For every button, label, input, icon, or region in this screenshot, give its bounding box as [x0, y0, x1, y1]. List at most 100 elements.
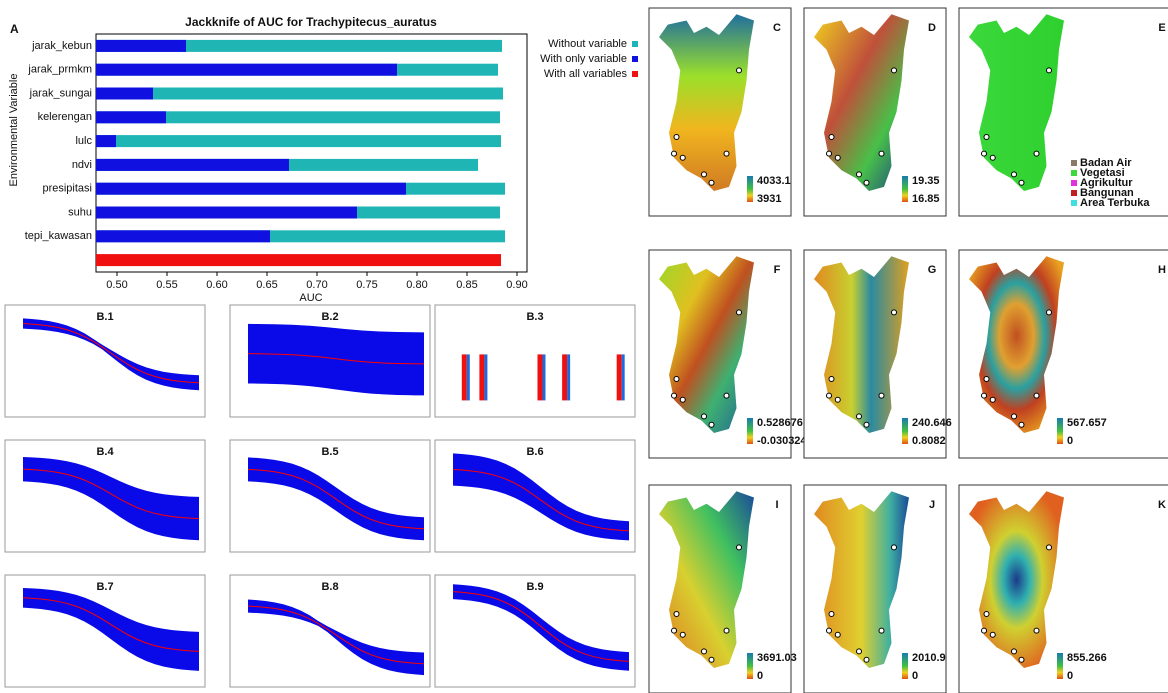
occurrence-point — [680, 397, 685, 402]
x-axis-title: AUC — [299, 292, 322, 304]
x-tick-label: 0.60 — [206, 279, 227, 291]
occurrence-point — [709, 422, 714, 427]
occurrence-point — [879, 151, 884, 156]
bar — [96, 254, 501, 266]
class-swatch — [1071, 200, 1077, 206]
occurrence-point — [1012, 649, 1017, 654]
y-tick-label: suhu — [68, 206, 92, 218]
panel-label: B.7 — [96, 581, 113, 593]
legend-bar — [747, 418, 753, 444]
legend-bar — [1057, 653, 1063, 679]
occurrence-point — [1012, 414, 1017, 419]
occurrence-point — [835, 155, 840, 160]
legend-min: 0.8082 — [912, 435, 946, 447]
legend-min: 0 — [757, 670, 763, 682]
legend-swatch — [632, 41, 638, 47]
occurrence-point — [864, 180, 869, 185]
legend-max: 19.35 — [912, 175, 940, 187]
y-tick-label: kelerengan — [38, 111, 92, 123]
occurrence-point — [1012, 172, 1017, 177]
x-tick-label: 0.55 — [156, 279, 177, 291]
class-swatch — [1071, 180, 1077, 186]
occurrence-point — [879, 628, 884, 633]
occurrence-point — [864, 657, 869, 662]
occurrence-point — [709, 657, 714, 662]
map-label: J — [929, 499, 935, 511]
occurrence-point — [1047, 310, 1052, 315]
occurrence-point — [737, 68, 742, 73]
occurrence-point — [990, 632, 995, 637]
occurrence-point — [829, 376, 834, 381]
cat-bar — [462, 354, 467, 400]
x-tick-label: 0.50 — [106, 279, 127, 291]
occurrence-point — [857, 414, 862, 419]
panel-label: B.9 — [526, 581, 543, 593]
chart-title: Jackknife of AUC for Trachypitecus_aurat… — [185, 15, 437, 29]
figure: A Jackknife of AUC for Trachypitecus_aur… — [0, 0, 1168, 693]
occurrence-point — [835, 632, 840, 637]
occurrence-point — [857, 649, 862, 654]
occurrence-point — [827, 628, 832, 633]
legend-max: 4033.1 — [757, 175, 791, 187]
legend-bar — [747, 176, 753, 202]
occurrence-point — [990, 397, 995, 402]
legend-min: 0 — [1067, 435, 1073, 447]
panel-label: B.4 — [96, 446, 114, 458]
bar — [96, 230, 270, 242]
occurrence-point — [1019, 422, 1024, 427]
jackknife-chart: A Jackknife of AUC for Trachypitecus_aur… — [8, 15, 638, 304]
x-tick-label: 0.70 — [306, 279, 327, 291]
cat-bar — [537, 354, 542, 400]
legend-max: 3691.03 — [757, 652, 797, 664]
bar — [96, 64, 397, 76]
map-label: H — [1158, 264, 1166, 276]
class-swatch — [1071, 190, 1077, 196]
cat-bar — [617, 354, 622, 400]
occurrence-point — [1019, 180, 1024, 185]
legend-max: 2010.9 — [912, 652, 946, 664]
cat-bar — [467, 354, 470, 400]
map-label: E — [1158, 22, 1165, 34]
legend-label: Without variable — [548, 38, 627, 50]
occurrence-point — [984, 376, 989, 381]
legend-min: 3931 — [757, 193, 781, 205]
cat-bar — [567, 354, 570, 400]
legend-bar — [1057, 418, 1063, 444]
legend-label: With all variables — [544, 68, 628, 80]
legend-bar — [902, 418, 908, 444]
map-label: G — [928, 264, 937, 276]
occurrence-point — [984, 611, 989, 616]
occurrence-point — [724, 393, 729, 398]
occurrence-point — [990, 155, 995, 160]
bar — [96, 88, 153, 100]
y-tick-label: jarak_sungai — [29, 87, 92, 99]
occurrence-point — [892, 545, 897, 550]
legend-swatch — [632, 56, 638, 62]
y-tick-label: jarak_kebun — [31, 40, 92, 52]
occurrence-point — [1019, 657, 1024, 662]
x-tick-label: 0.90 — [506, 279, 527, 291]
occurrence-point — [879, 393, 884, 398]
legend-min: 16.85 — [912, 193, 940, 205]
occurrence-point — [672, 151, 677, 156]
occurrence-point — [674, 134, 679, 139]
occurrence-point — [672, 628, 677, 633]
occurrence-point — [857, 172, 862, 177]
occurrence-point — [1047, 545, 1052, 550]
occurrence-point — [672, 393, 677, 398]
panel-label: B.5 — [321, 446, 338, 458]
occurrence-point — [864, 422, 869, 427]
panel-label: B.2 — [321, 311, 338, 323]
legend-swatch — [632, 71, 638, 77]
occurrence-point — [709, 180, 714, 185]
occurrence-point — [835, 397, 840, 402]
occurrence-point — [737, 310, 742, 315]
class-swatch — [1071, 170, 1077, 176]
occurrence-point — [984, 134, 989, 139]
cat-bar — [622, 354, 625, 400]
occurrence-point — [1047, 68, 1052, 73]
cat-bar — [484, 354, 487, 400]
bar — [96, 207, 357, 219]
class-swatch — [1071, 160, 1077, 166]
y-tick-label: ndvi — [72, 159, 92, 171]
